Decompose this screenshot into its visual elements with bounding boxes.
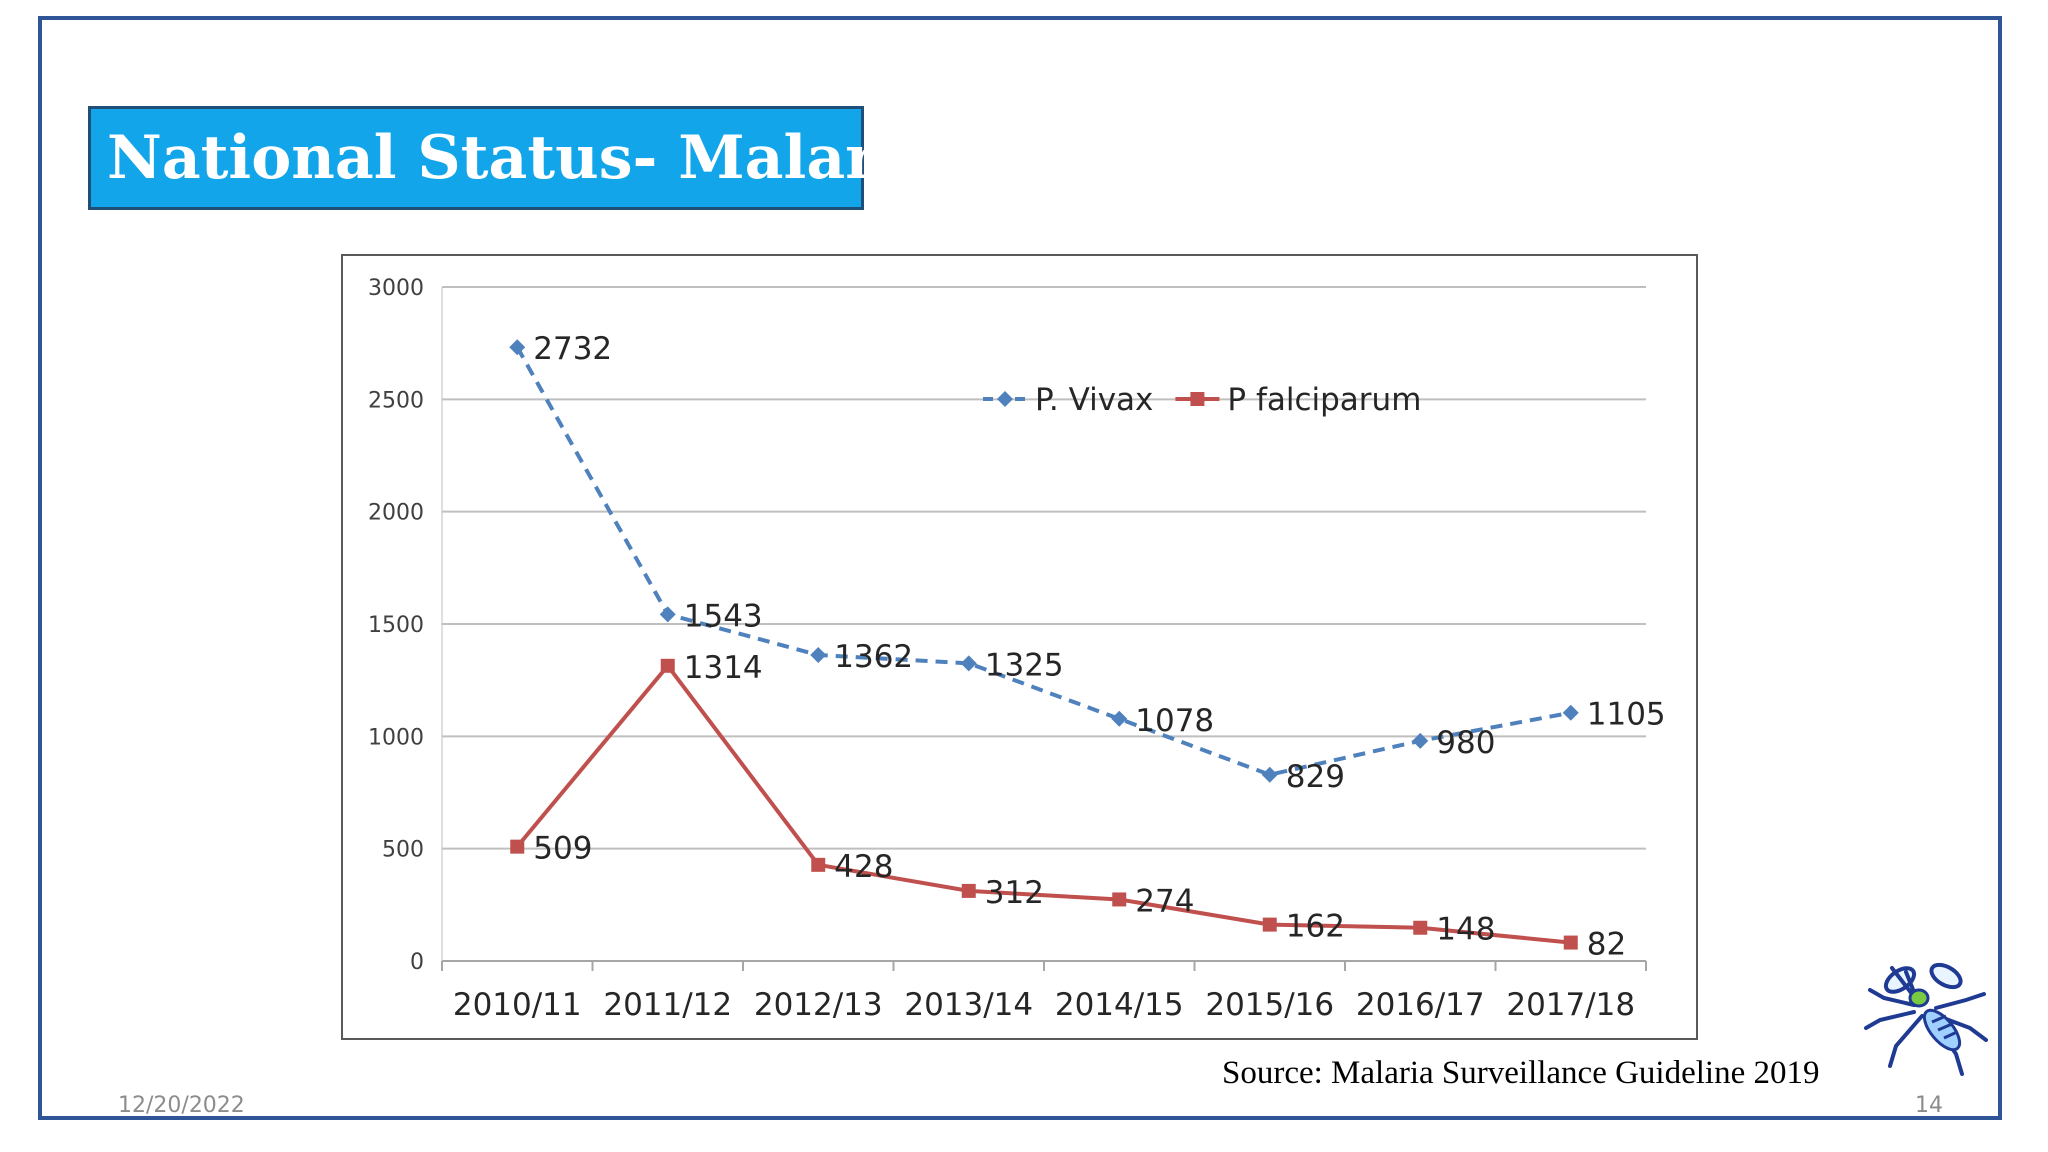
y-tick-label: 3000 xyxy=(368,276,424,301)
y-tick-label: 2500 xyxy=(368,388,424,413)
x-tick-label: 2012/13 xyxy=(754,987,883,1023)
legend-marker xyxy=(1190,392,1205,406)
data-label: 509 xyxy=(533,831,592,867)
y-tick-label: 500 xyxy=(382,838,424,863)
page-number: 14 xyxy=(1915,1093,1943,1118)
x-tick-label: 2013/14 xyxy=(904,987,1033,1023)
data-label: 980 xyxy=(1436,725,1495,761)
data-point xyxy=(1112,892,1127,907)
data-label: 82 xyxy=(1587,927,1626,963)
x-tick-label: 2011/12 xyxy=(603,987,732,1023)
data-label: 312 xyxy=(985,875,1044,911)
source-citation: Source: Malaria Surveillance Guideline 2… xyxy=(1222,1055,1820,1091)
slide-date: 12/20/2022 xyxy=(118,1093,245,1118)
data-point xyxy=(1111,710,1128,727)
chart-frame: 0 500 1000 1500 2000 2500 3000 2010/11 2011/12 20… xyxy=(341,254,1698,1040)
x-tick-label: 2014/15 xyxy=(1055,987,1184,1023)
series-line-falciparum xyxy=(515,662,1571,945)
data-label: 148 xyxy=(1436,912,1495,948)
slide-frame xyxy=(38,16,2002,1120)
data-point xyxy=(1412,732,1429,749)
data-point xyxy=(1261,766,1278,783)
data-label: 274 xyxy=(1135,883,1194,919)
data-label: 162 xyxy=(1286,909,1345,945)
legend-label-vivax: P. Vivax xyxy=(1035,382,1153,418)
data-label: 1314 xyxy=(684,650,763,686)
data-point xyxy=(1562,704,1579,721)
data-label: 1105 xyxy=(1587,697,1666,733)
data-point xyxy=(1563,935,1578,950)
data-point xyxy=(811,857,826,872)
slide-title: National Status- Malaria xyxy=(107,123,939,193)
x-tick-label: 2017/18 xyxy=(1506,987,1635,1023)
legend-label-falciparum: P falciparum xyxy=(1227,382,1421,418)
data-point xyxy=(660,658,675,673)
x-tick-label: 2010/11 xyxy=(453,987,582,1023)
data-point xyxy=(509,339,526,356)
data-label: 1362 xyxy=(834,639,913,675)
title-box: National Status- Malaria xyxy=(88,106,939,210)
series-line-vivax xyxy=(515,346,1572,777)
data-point xyxy=(961,883,976,898)
data-label: 1543 xyxy=(684,598,763,634)
mosquito-icon xyxy=(1864,962,1988,1076)
line-chart: 0 500 1000 1500 2000 2500 3000 2010/11 2011/12 20… xyxy=(368,276,1666,1023)
data-point xyxy=(960,655,977,672)
x-tick-label: 2016/17 xyxy=(1356,987,1485,1023)
y-tick-label: 1500 xyxy=(368,613,424,638)
data-label: 1325 xyxy=(985,647,1064,683)
y-tick-label: 1000 xyxy=(368,725,424,750)
data-point xyxy=(1262,917,1277,932)
data-label: 428 xyxy=(834,849,893,885)
y-tick-label: 0 xyxy=(410,950,424,975)
data-label: 829 xyxy=(1286,759,1345,795)
data-point xyxy=(810,647,827,664)
data-point xyxy=(659,606,676,623)
legend-marker xyxy=(997,391,1013,407)
data-point xyxy=(510,839,525,854)
data-point xyxy=(1413,920,1428,935)
data-label: 1078 xyxy=(1135,703,1214,739)
data-label: 2732 xyxy=(533,331,612,367)
y-tick-label: 2000 xyxy=(368,501,424,526)
x-tick-label: 2015/16 xyxy=(1205,987,1334,1023)
